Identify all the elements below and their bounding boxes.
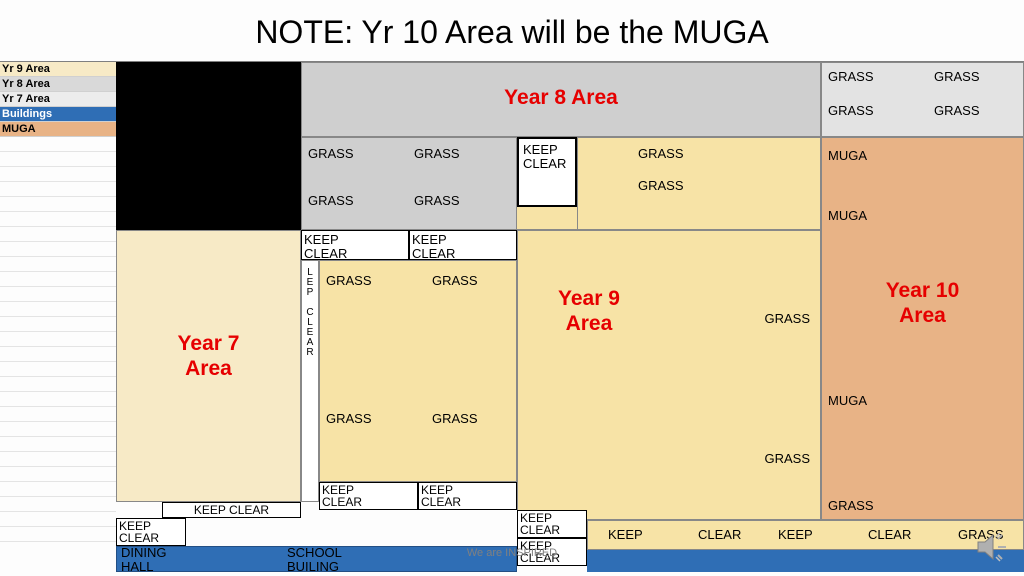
yr9-grass-col: GRASS GRASS GRASS GRASS xyxy=(319,260,517,482)
building-left: DINING HALL SCHOOL BUILING xyxy=(116,546,517,572)
kc-bot-0: KEEP CLEAR xyxy=(162,502,301,518)
kc-bot-2: KEEP CLEAR xyxy=(418,482,517,510)
footer-text: We are INSPIRED xyxy=(467,547,557,559)
legend-muga: MUGA xyxy=(0,122,116,137)
mid-grey-grass: GRASS GRASS GRASS GRASS xyxy=(301,137,517,230)
topright-grass: GRASS GRASS GRASS GRASS xyxy=(821,62,1024,137)
yr7-label: Year 7 Area xyxy=(117,331,300,381)
yr8-top: Year 8 Area xyxy=(301,62,821,137)
yr9-label: Year 9 Area xyxy=(558,286,620,336)
bottom-blue-strip xyxy=(587,550,1024,572)
kc-bot-3: KEEP CLEAR xyxy=(517,510,587,538)
speaker-icon xyxy=(976,531,1016,563)
yr10-area: MUGA MUGA Year 10 Area MUGA GRASS xyxy=(821,137,1024,520)
yr7-area: Year 7 Area xyxy=(116,230,301,502)
yr8-label: Year 8 Area xyxy=(302,85,820,110)
legend-yr7: Yr 7 Area xyxy=(0,92,116,107)
legend-yr8: Yr 8 Area xyxy=(0,77,116,92)
yr9-upper-grass: GRASS GRASS xyxy=(577,137,821,230)
black-block xyxy=(116,62,301,230)
kc-bot-1: KEEP CLEAR xyxy=(319,482,418,510)
yr9-cover xyxy=(517,207,577,230)
legend: Yr 9 Area Yr 8 Area Yr 7 Area Buildings … xyxy=(0,62,116,542)
legend-yr9: Yr 9 Area xyxy=(0,62,116,77)
map-stage: Yr 9 Area Yr 8 Area Yr 7 Area Buildings … xyxy=(0,61,1024,571)
lep-clear: LEP CLEAR xyxy=(301,260,319,502)
page-title: NOTE: Yr 10 Area will be the MUGA xyxy=(0,0,1024,61)
bottom-yr9-strip: KEEP CLEAR KEEP CLEAR GRASS xyxy=(587,520,1024,550)
yr9-area: Year 9 Area GRASS GRASS xyxy=(517,230,821,520)
legend-buildings: Buildings xyxy=(0,107,116,122)
keep-clear-pair-1: KEEP CLEAR xyxy=(301,230,409,260)
keep-clear-center: KEEP CLEAR xyxy=(517,137,577,207)
kc-bot-left: KEEP CLEAR xyxy=(116,518,186,546)
keep-clear-pair-2: KEEP CLEAR xyxy=(409,230,517,260)
yr10-label: Year 10 Area xyxy=(822,278,1023,328)
